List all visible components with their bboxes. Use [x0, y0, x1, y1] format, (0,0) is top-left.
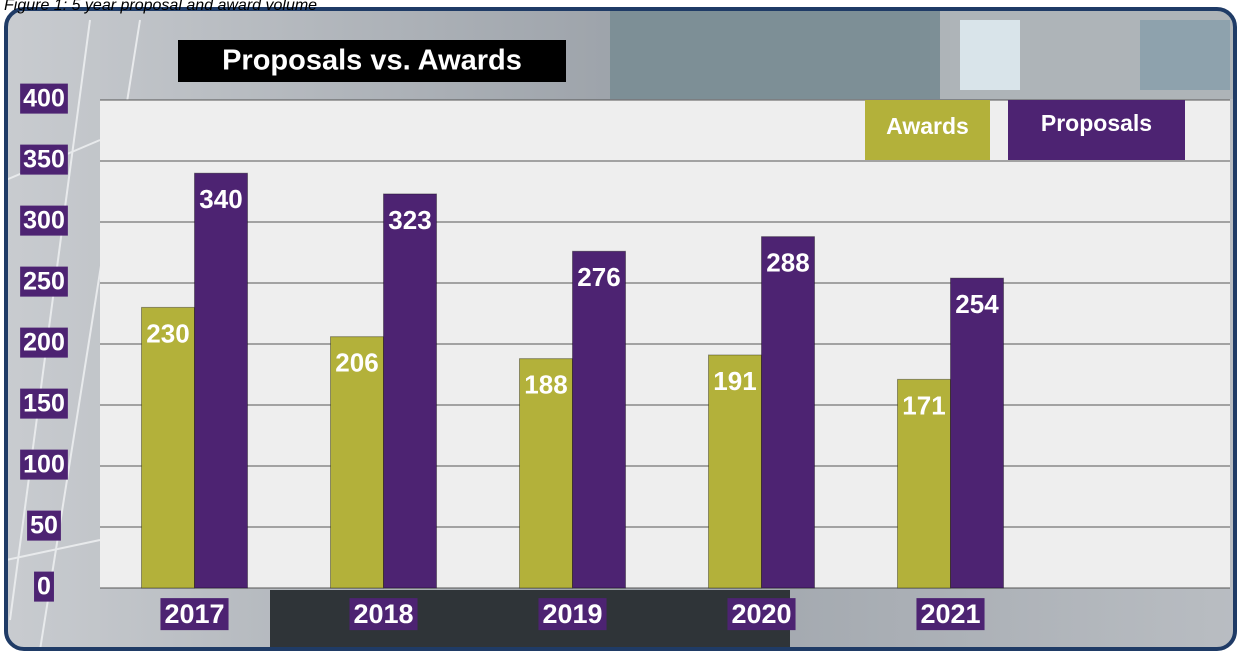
- data-label: 323: [388, 205, 431, 235]
- data-label: 340: [199, 184, 242, 214]
- x-tick-label-group: 2018: [349, 598, 418, 631]
- data-label: 254: [955, 289, 999, 319]
- legend-label: Proposals: [1041, 110, 1152, 136]
- legend-swatch: [865, 100, 990, 160]
- x-tick-label-box: [916, 598, 985, 631]
- y-tick-label-group: 350: [20, 144, 68, 175]
- y-tick-label-box: [20, 388, 68, 419]
- data-label: 288: [766, 248, 809, 278]
- y-tick-label: 250: [23, 268, 65, 296]
- bar: [572, 250, 626, 589]
- x-tick-label-box: [160, 598, 229, 631]
- bar: [897, 378, 951, 589]
- data-label: 191: [713, 366, 756, 396]
- y-tick-label: 50: [30, 512, 58, 540]
- legend-swatch: [1008, 100, 1185, 160]
- bar: [330, 336, 384, 589]
- x-tick-label: 2017: [164, 599, 224, 629]
- x-tick-label: 2020: [731, 599, 791, 629]
- y-tick-label-box: [20, 449, 68, 480]
- y-tick-label-box: [20, 205, 68, 236]
- data-label: 188: [524, 370, 567, 400]
- y-tick-label-group: 200: [20, 327, 68, 358]
- y-tick-label-group: 50: [27, 510, 61, 541]
- y-tick-label-box: [20, 83, 68, 114]
- bar: [383, 193, 437, 589]
- x-tick-label: 2019: [542, 599, 602, 629]
- y-tick-label-box: [20, 266, 68, 297]
- bar: [519, 358, 573, 589]
- x-tick-label-box: [538, 598, 607, 631]
- y-tick-label-group: 100: [20, 449, 68, 480]
- bar: [761, 236, 815, 589]
- x-tick-label-group: 2021: [916, 598, 985, 631]
- y-tick-label-group: 300: [20, 205, 68, 236]
- y-tick-label: 100: [23, 451, 65, 479]
- y-tick-label: 300: [23, 207, 65, 235]
- legend-label: Awards: [886, 113, 969, 139]
- x-tick-label-box: [349, 598, 418, 631]
- data-label: 171: [902, 390, 945, 420]
- bar: [950, 277, 1004, 589]
- bar: [141, 306, 195, 589]
- y-tick-label: 0: [37, 573, 51, 601]
- data-label: 206: [335, 348, 378, 378]
- y-tick-label-group: 400: [20, 83, 68, 114]
- y-tick-label: 200: [23, 329, 65, 357]
- data-label: 230: [146, 318, 189, 348]
- x-tick-label: 2021: [920, 599, 980, 629]
- y-tick-label-group: 150: [20, 388, 68, 419]
- bar: [194, 172, 248, 589]
- title-box: [178, 40, 566, 82]
- x-tick-label-box: [727, 598, 796, 631]
- y-tick-label: 350: [23, 146, 65, 174]
- frame-border: [4, 7, 1237, 651]
- y-tick-label-box: [20, 144, 68, 175]
- caption: Figure 1: 5 year proposal and award volu…: [4, 0, 317, 14]
- y-tick-label-group: 250: [20, 266, 68, 297]
- x-tick-label-group: 2019: [538, 598, 607, 631]
- x-tick-label: 2018: [353, 599, 413, 629]
- y-tick-label-box: [20, 327, 68, 358]
- x-tick-label-group: 2020: [727, 598, 796, 631]
- chart-title: Proposals vs. Awards: [222, 45, 522, 77]
- y-tick-label-box: [34, 571, 54, 602]
- y-tick-label-box: [27, 510, 61, 541]
- x-tick-label-group: 2017: [160, 598, 229, 631]
- y-tick-label-group: 0: [34, 571, 54, 602]
- bar: [708, 354, 762, 589]
- y-tick-label: 150: [23, 390, 65, 418]
- y-tick-label: 400: [23, 85, 65, 113]
- data-label: 276: [577, 262, 620, 292]
